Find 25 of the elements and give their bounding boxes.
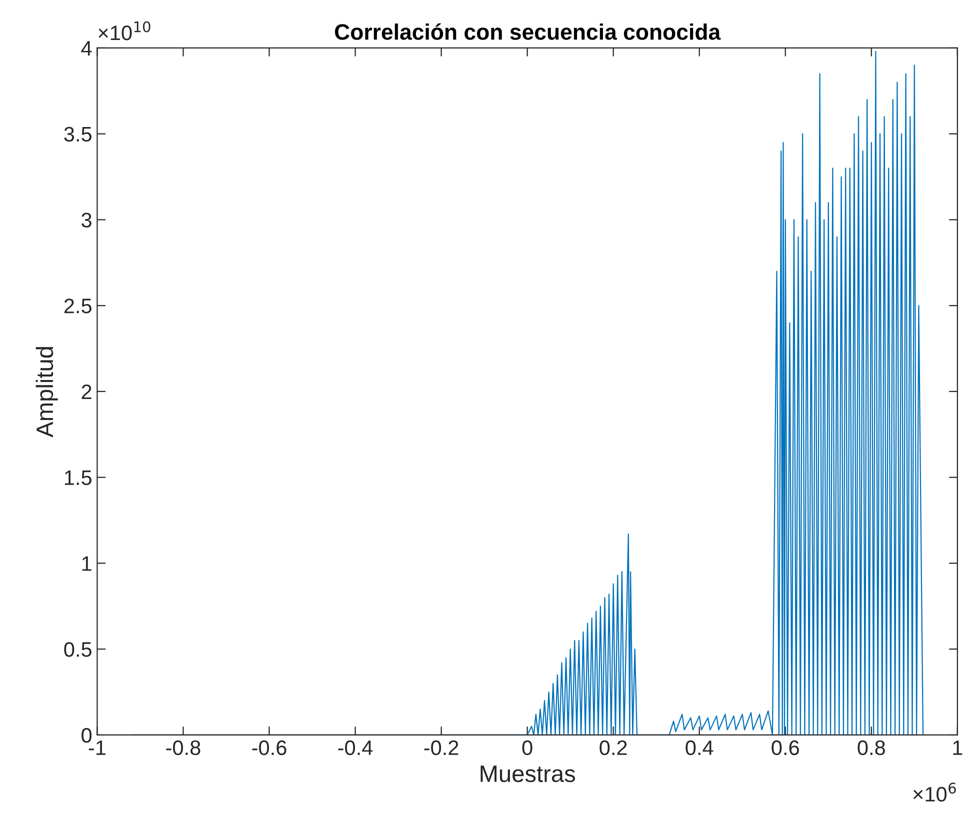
x-tick-label: 0.8 bbox=[858, 740, 885, 756]
text: ×10$^{10}$ bbox=[98, 21, 150, 40]
text: ×10$^{6}$ bbox=[913, 782, 956, 802]
x-axis-title: Muestras bbox=[480, 766, 576, 782]
y-tick-label: 1.5 bbox=[64, 470, 92, 486]
x-tick-label: -0.2 bbox=[424, 740, 458, 756]
x-tick-label: -0.6 bbox=[252, 740, 286, 756]
x-tick-label: -0.4 bbox=[338, 740, 373, 756]
y-tick-label: 1 bbox=[82, 556, 92, 571]
y-tick-label: 0 bbox=[82, 728, 92, 743]
y-tick-label: 2 bbox=[82, 384, 92, 400]
x-tick-label: 0.2 bbox=[600, 740, 627, 756]
y-axis-title: Amplitud bbox=[36, 347, 58, 438]
y-tick-label: 0.5 bbox=[64, 642, 92, 657]
x-tick-label: -1 bbox=[88, 740, 106, 755]
y-tick-label: 3.5 bbox=[64, 126, 92, 142]
x-tick-label: 0 bbox=[522, 740, 532, 756]
x-tick-label: -0.8 bbox=[166, 740, 200, 756]
chart-title: Correlación con secuencia conocida bbox=[334, 23, 721, 40]
y-tick-label: 2.5 bbox=[64, 298, 92, 314]
x-tick-label: 1 bbox=[953, 740, 962, 755]
y-tick-label: 4 bbox=[81, 41, 92, 56]
x-tick-label: 0.4 bbox=[686, 740, 714, 756]
y-tick-label: 3 bbox=[82, 212, 92, 228]
x-tick-label: 0.6 bbox=[772, 740, 799, 756]
